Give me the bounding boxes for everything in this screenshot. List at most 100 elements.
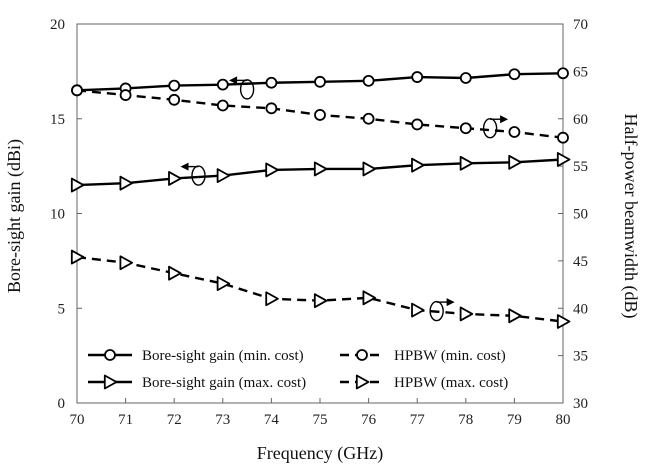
data-point: [71, 84, 83, 97]
data-point: [70, 177, 85, 193]
series-4: [70, 249, 571, 329]
data-point: [362, 161, 377, 177]
left-axis-ticks: 0 5 10 15 20: [50, 17, 82, 412]
data-point: [411, 118, 424, 131]
right-tick-label: 65: [573, 64, 588, 80]
right-tick-label: 55: [573, 159, 588, 175]
legend-marker: [355, 374, 370, 390]
x-tick-label: 71: [118, 412, 133, 428]
right-tick-label: 60: [573, 112, 588, 128]
data-point: [265, 162, 279, 178]
data-point: [557, 131, 569, 144]
data-point: [411, 302, 425, 318]
legend-entry: HPBW (min. cost): [340, 348, 506, 364]
x-axis-ticks: 70 71 72 73 74 75 76 77 78 79 80: [70, 398, 571, 428]
data-point: [459, 72, 472, 84]
x-tick-label: 73: [215, 412, 230, 428]
legend-marker: [356, 349, 368, 361]
data-point: [119, 175, 134, 191]
axis-indicator-gain-max: [180, 162, 206, 186]
right-axis-title: Half-power beamwidth (dB): [620, 114, 641, 319]
data-point: [265, 291, 279, 307]
data-point: [216, 78, 229, 91]
x-tick-label: 74: [264, 412, 280, 428]
data-point: [508, 126, 521, 138]
data-point: [265, 76, 278, 89]
data-point: [70, 249, 85, 265]
data-point: [362, 290, 377, 306]
data-point: [314, 75, 326, 88]
right-tick-label: 45: [573, 254, 588, 270]
legend-entry: Bore-sight gain (max. cost): [88, 374, 306, 391]
data-point: [168, 265, 182, 281]
legend-marker: [104, 349, 116, 361]
left-tick-label: 0: [58, 396, 66, 412]
data-point: [119, 255, 134, 271]
legend-entry: Bore-sight gain (min. cost): [88, 348, 304, 364]
x-axis-title: Frequency (GHz): [257, 443, 383, 464]
right-tick-label: 50: [573, 207, 588, 223]
indicator-arrow-head: [229, 76, 238, 85]
data-point: [265, 102, 278, 115]
right-tick-label: 40: [573, 301, 588, 317]
x-tick-label: 77: [410, 412, 426, 428]
indicator-arrow-head: [180, 162, 189, 171]
legend-marker: [103, 374, 118, 390]
x-tick-label: 75: [313, 412, 328, 428]
data-point: [459, 155, 474, 171]
series-3: [70, 152, 571, 193]
data-point: [168, 79, 181, 92]
x-tick-label: 78: [458, 412, 473, 428]
legend-label: Bore-sight gain (min. cost): [142, 348, 304, 364]
legend-entry: HPBW (max. cost): [340, 374, 508, 391]
data-point: [216, 168, 231, 184]
x-tick-label: 72: [167, 412, 182, 428]
data-point: [557, 67, 569, 80]
axis-indicator-hpbw-max: [429, 298, 455, 322]
data-point: [313, 161, 328, 177]
data-point: [362, 74, 375, 87]
series-layer: [70, 67, 571, 329]
left-tick-label: 5: [58, 301, 66, 317]
data-point: [508, 154, 522, 170]
annotation-layer: [180, 76, 509, 322]
left-axis-title: Bore-sight gain (dBi): [4, 139, 25, 293]
data-point: [168, 93, 181, 106]
data-point: [508, 308, 522, 324]
data-point: [508, 68, 521, 81]
data-point: [459, 306, 474, 322]
indicator-arrow-head: [500, 115, 509, 124]
left-tick-label: 20: [50, 17, 65, 33]
right-tick-label: 30: [573, 396, 588, 412]
axis-indicator-hpbw-min: [482, 115, 509, 139]
data-point: [313, 293, 328, 309]
x-tick-label: 79: [507, 412, 522, 428]
data-point: [459, 122, 472, 135]
series-1: [71, 67, 569, 97]
right-tick-label: 35: [573, 349, 588, 365]
data-point: [216, 99, 229, 112]
axis-indicator-gain-min: [229, 76, 255, 100]
data-point: [216, 276, 231, 292]
data-point: [556, 152, 571, 167]
data-point: [314, 109, 326, 121]
data-point: [556, 314, 571, 329]
indicator-arrow-head: [446, 298, 455, 307]
data-point: [411, 157, 425, 173]
legend-label: HPBW (min. cost): [394, 348, 506, 364]
legend: Bore-sight gain (min. cost) HPBW (min. co…: [88, 348, 508, 391]
legend-label: Bore-sight gain (max. cost): [142, 375, 306, 391]
data-point: [168, 171, 182, 186]
data-point: [362, 112, 375, 125]
x-tick-label: 70: [70, 412, 85, 428]
right-axis-ticks: 30 35 40 45 50 55 60 65 70: [558, 17, 588, 412]
left-tick-label: 10: [50, 207, 65, 223]
right-tick-label: 70: [573, 17, 588, 33]
data-point: [411, 71, 424, 83]
left-tick-label: 15: [50, 112, 65, 128]
series-2: [71, 84, 569, 144]
x-tick-label: 76: [361, 412, 377, 428]
x-tick-label: 80: [556, 412, 571, 428]
